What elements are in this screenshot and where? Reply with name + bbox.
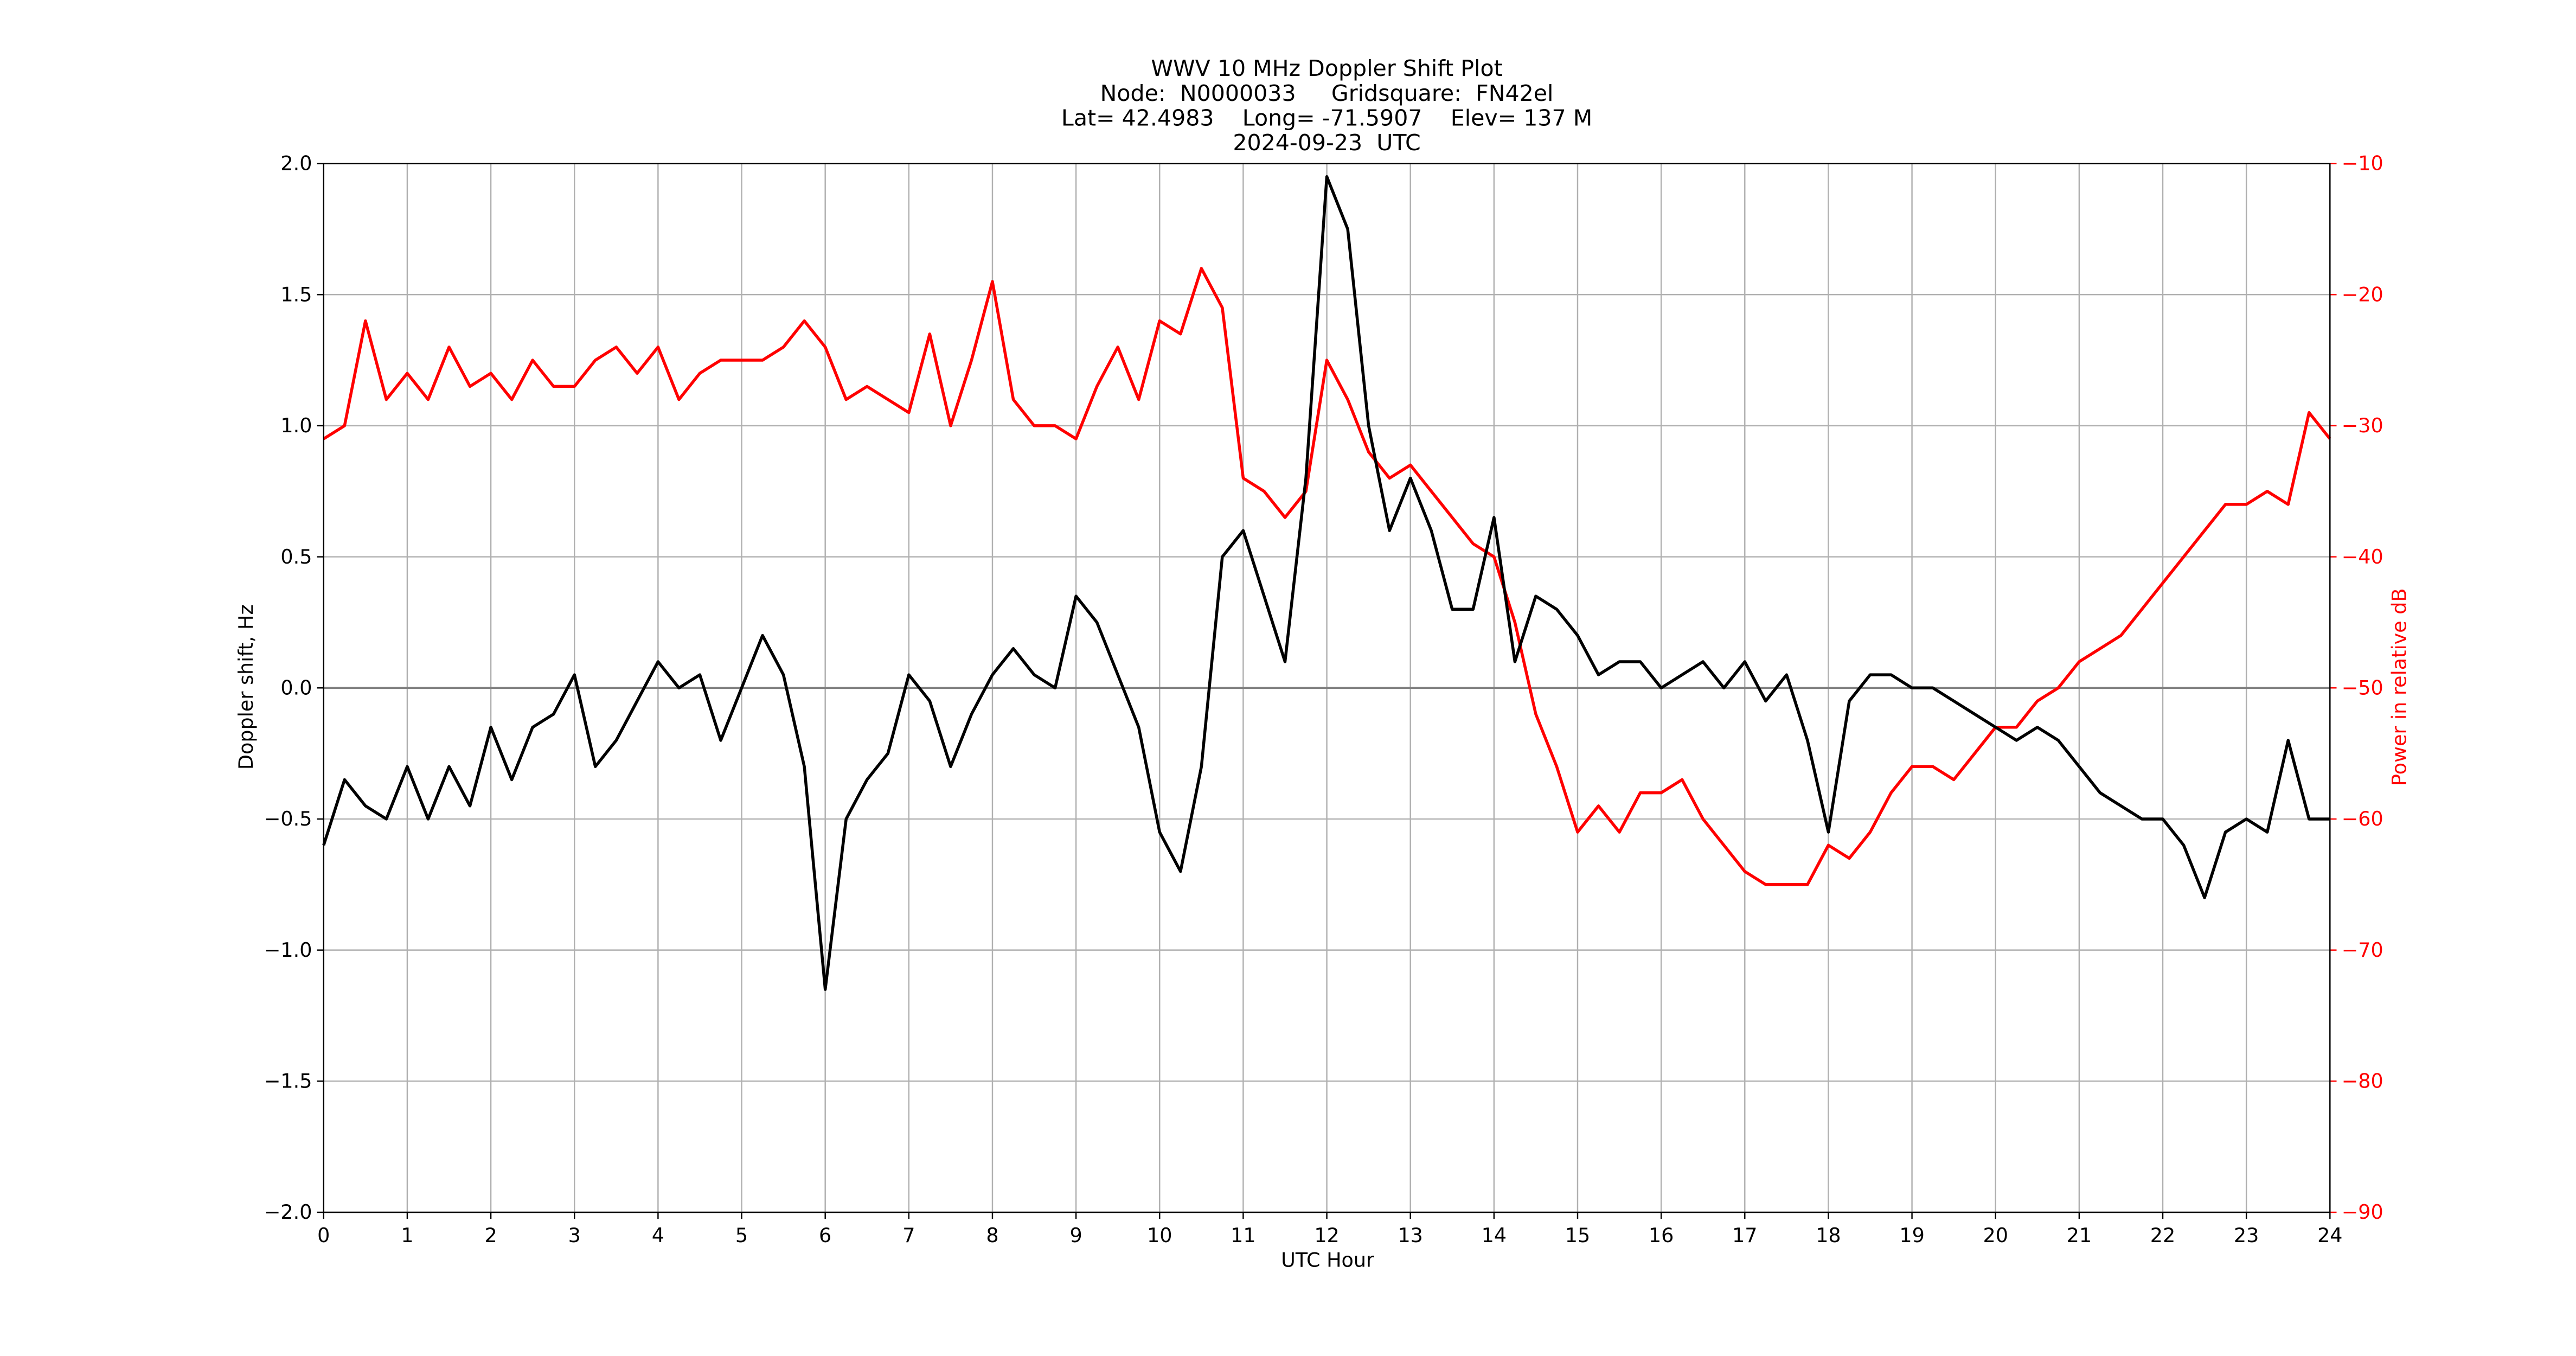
x-tick-label: 24 (2317, 1224, 2342, 1247)
y-tick-label: −0.5 (264, 807, 312, 830)
x-tick-label: 17 (1732, 1224, 1757, 1247)
y-tick-label: 0.0 (280, 676, 312, 699)
x-tick-label: 9 (1069, 1224, 1082, 1247)
y2-tick-label: −70 (2342, 938, 2383, 962)
x-tick-label: 18 (1816, 1224, 1841, 1247)
y2-tick-label: −60 (2342, 807, 2383, 830)
x-tick-label: 14 (1482, 1224, 1507, 1247)
x-tick-label: 5 (735, 1224, 748, 1247)
y2-tick-label: −40 (2342, 545, 2383, 568)
y-tick-label: 1.0 (280, 414, 312, 437)
x-tick-label: 13 (1398, 1224, 1422, 1247)
x-axis-label: UTC Hour (1281, 1248, 1375, 1271)
y2-axis-label: Power in relative dB (2387, 589, 2411, 786)
y-tick-label: −2.0 (264, 1200, 312, 1224)
chart-title: Node: N0000033 Gridsquare: FN42el (1100, 80, 1554, 106)
x-tick-label: 11 (1231, 1224, 1255, 1247)
x-tick-label: 4 (652, 1224, 664, 1247)
x-tick-label: 22 (2150, 1224, 2175, 1247)
y2-tick-label: −50 (2342, 676, 2383, 699)
y-tick-label: 2.0 (280, 152, 312, 175)
y2-tick-label: −20 (2342, 283, 2383, 306)
x-tick-label: 7 (902, 1224, 915, 1247)
x-tick-label: 16 (1649, 1224, 1674, 1247)
x-tick-label: 8 (986, 1224, 998, 1247)
y-tick-label: −1.5 (264, 1070, 312, 1093)
x-tick-label: 20 (1983, 1224, 2008, 1247)
x-tick-label: 2 (484, 1224, 497, 1247)
chart-title: Lat= 42.4983 Long= -71.5907 Elev= 137 M (1061, 105, 1592, 131)
x-tick-label: 15 (1565, 1224, 1590, 1247)
x-tick-label: 10 (1147, 1224, 1172, 1247)
plot-frame (323, 163, 2331, 1213)
chart-title: WWV 10 MHz Doppler Shift Plot (1151, 55, 1502, 81)
x-tick-label: 0 (317, 1224, 330, 1247)
y2-tick-label: −90 (2342, 1200, 2383, 1224)
y2-tick-label: −10 (2342, 152, 2383, 175)
y-tick-label: −1.0 (264, 938, 312, 962)
x-tick-label: 3 (568, 1224, 581, 1247)
y-tick-label: 0.5 (280, 545, 312, 568)
x-tick-label: 1 (401, 1224, 413, 1247)
chart-title: 2024-09-23 UTC (1233, 130, 1420, 156)
data-line (322, 175, 2330, 991)
x-tick-label: 21 (2067, 1224, 2092, 1247)
y-axis-label: Doppler shift, Hz (234, 604, 258, 770)
x-tick-label: 19 (1899, 1224, 1924, 1247)
x-tick-label: 23 (2234, 1224, 2259, 1247)
y2-tick-label: −80 (2342, 1070, 2383, 1093)
x-tick-label: 12 (1314, 1224, 1339, 1247)
y2-tick-label: −30 (2342, 414, 2383, 437)
x-tick-label: 6 (819, 1224, 831, 1247)
y-tick-label: 1.5 (280, 283, 312, 306)
